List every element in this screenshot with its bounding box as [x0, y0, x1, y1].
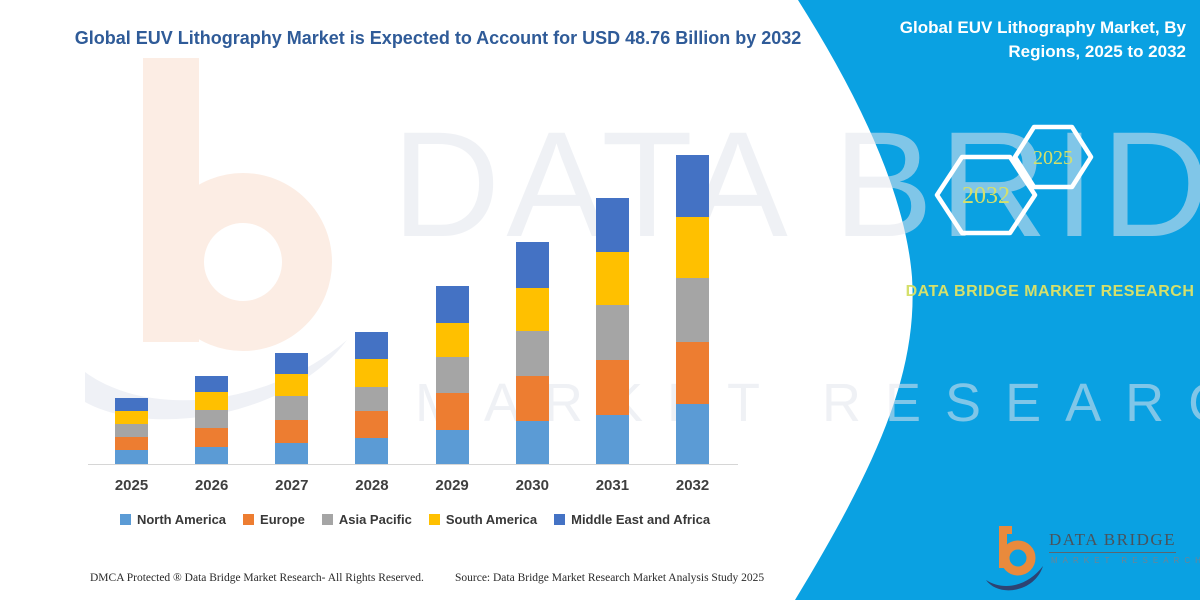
data-bridge-logo-icon	[986, 526, 1043, 591]
bar-segment-south-america-2030	[515, 287, 549, 331]
bar-segment-europe-2032	[676, 341, 710, 404]
bar-segment-north-america-2027	[275, 443, 309, 464]
x-axis-label-2032: 2032	[675, 477, 710, 494]
year-hexagons: 2032 2025	[934, 124, 1094, 236]
legend-item-europe: Europe	[243, 512, 305, 527]
bar-segment-europe-2027	[275, 420, 309, 444]
bar-segment-south-america-2031	[595, 251, 629, 305]
legend-swatch	[321, 514, 333, 525]
logo-swoosh	[986, 566, 1043, 591]
legend-label: Europe	[260, 512, 305, 527]
bar-segment-north-america-2029	[435, 429, 469, 464]
chart-title: Global EUV Lithography Market is Expecte…	[74, 28, 802, 48]
data-bridge-logo: DATA BRIDGE MARKET RESEARCH	[985, 518, 1200, 596]
x-axis-label-2028: 2028	[355, 477, 389, 494]
bar-segment-north-america-2032	[676, 403, 710, 464]
bar-segment-north-america-2030	[515, 420, 549, 464]
hexagon-2025-label: 2025	[1033, 147, 1073, 169]
legend-swatch	[119, 514, 131, 525]
legend-swatch	[428, 514, 440, 525]
bar-segment-asia-pacific-2031	[595, 304, 629, 361]
legend-item-middle-east-and-africa: Middle East and Africa	[554, 512, 710, 527]
bar-segment-asia-pacific-2025	[115, 424, 148, 437]
hexagon-2025-outline	[1012, 124, 1094, 190]
x-axis-label-2029: 2029	[435, 477, 469, 494]
bar-segment-south-america-2032	[676, 216, 710, 278]
legend-label: North America	[136, 512, 227, 527]
legend-label: South America	[445, 512, 538, 527]
legend-label: Middle East and Africa	[571, 512, 711, 527]
legend-item-south-america: South America	[428, 512, 538, 527]
legend-swatch	[554, 514, 566, 525]
bar-segment-europe-2028	[355, 410, 389, 438]
bar-segment-asia-pacific-2029	[435, 356, 469, 393]
side-panel-title: Global EUV Lithography Market, By Region…	[899, 18, 1186, 61]
bar-segment-europe-2029	[435, 393, 469, 430]
logo-wordmark: DATA BRIDGE	[1049, 530, 1177, 553]
watermark-logo-bowl	[154, 173, 332, 351]
side-panel-brand-text: DATA BRIDGE MARKET RESEARCH	[905, 283, 1195, 300]
background-logo-watermark	[85, 58, 347, 420]
bar-segment-middle-east-and-africa-2026	[195, 375, 229, 393]
bar-segment-middle-east-and-africa-2030	[515, 241, 549, 288]
logo-subtitle: MARKET RESEARCH	[1051, 556, 1200, 565]
watermark-logo-swoosh	[85, 340, 347, 420]
hexagon-2032-label: 2032	[962, 183, 1010, 209]
chart-legend: North America Europe Asia Pacific South Ame…	[85, 512, 745, 527]
footer-source: Source: Data Bridge Market Research Mark…	[455, 572, 765, 584]
bar-segment-south-america-2026	[195, 392, 229, 411]
x-axis-label-2030: 2030	[515, 477, 549, 494]
bar-segment-europe-2026	[195, 427, 229, 447]
side-panel-shape	[795, 0, 1200, 600]
bar-segment-south-america-2027	[275, 374, 309, 397]
x-axis-line	[88, 464, 738, 465]
bar-segment-north-america-2031	[595, 415, 629, 464]
bar-segment-middle-east-and-africa-2031	[595, 198, 629, 252]
bar-segment-north-america-2028	[355, 438, 389, 464]
hexagon-2032-outline	[934, 154, 1038, 236]
legend-item-asia-pacific: Asia Pacific	[321, 512, 412, 527]
bar-segment-north-america-2026	[195, 446, 229, 464]
bar-segment-middle-east-and-africa-2025	[115, 398, 148, 411]
bar-segment-south-america-2029	[435, 322, 469, 357]
legend-label: Asia Pacific	[338, 512, 412, 527]
bar-segment-middle-east-and-africa-2028	[355, 331, 389, 359]
logo-b-bowl	[1000, 540, 1036, 576]
x-axis-label-2026: 2026	[194, 477, 229, 494]
legend-item-north-america: North America	[119, 512, 227, 527]
bar-segment-europe-2025	[115, 436, 148, 451]
bar-segment-south-america-2025	[115, 410, 148, 425]
bar-segment-asia-pacific-2028	[355, 386, 389, 411]
bar-segment-asia-pacific-2030	[515, 330, 549, 376]
bar-segment-middle-east-and-africa-2032	[676, 155, 710, 217]
x-axis-label-2027: 2027	[275, 477, 309, 494]
bar-segment-asia-pacific-2027	[275, 396, 309, 421]
bar-segment-europe-2031	[595, 360, 629, 416]
bar-segment-asia-pacific-2032	[676, 277, 710, 342]
bar-segment-middle-east-and-africa-2029	[435, 285, 469, 323]
legend-swatch	[243, 514, 255, 525]
bar-segment-middle-east-and-africa-2027	[275, 353, 309, 374]
bar-segment-asia-pacific-2026	[195, 410, 229, 428]
x-axis-label-2031: 2031	[595, 477, 630, 494]
bar-segment-south-america-2028	[355, 358, 389, 387]
bar-segment-europe-2030	[515, 375, 549, 421]
bar-segment-north-america-2025	[115, 450, 148, 464]
x-axis-label-2025: 2025	[114, 477, 149, 494]
footer-copyright: DMCA Protected ® Data Bridge Market Rese…	[90, 572, 424, 584]
